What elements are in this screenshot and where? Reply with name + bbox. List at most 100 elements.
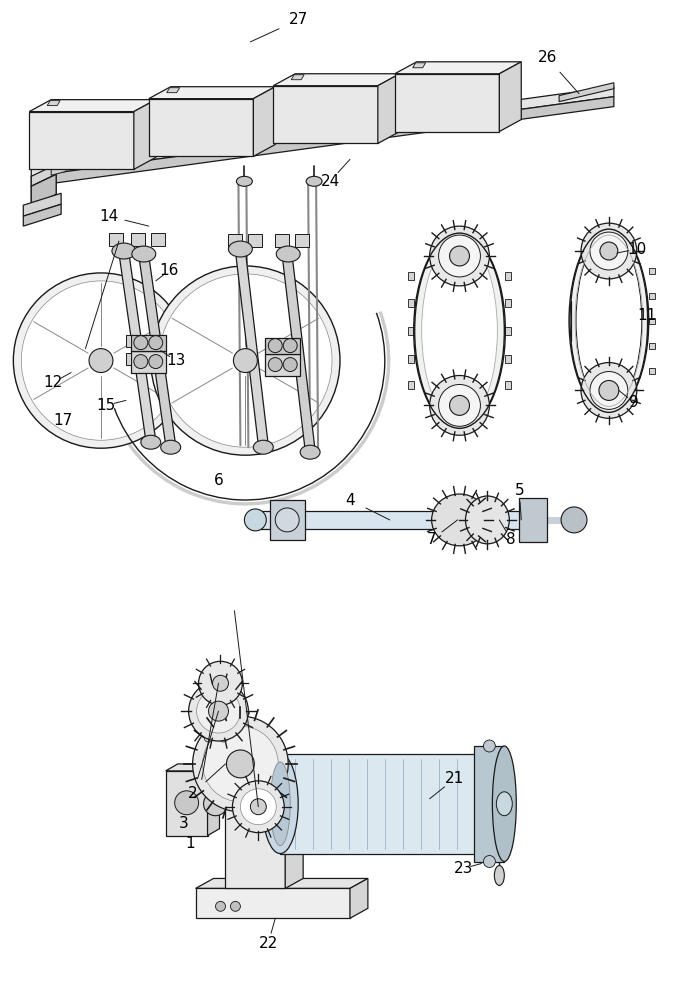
Ellipse shape	[244, 509, 267, 531]
Ellipse shape	[284, 339, 297, 353]
Ellipse shape	[231, 901, 241, 911]
Polygon shape	[126, 353, 131, 365]
Ellipse shape	[439, 235, 481, 277]
Ellipse shape	[284, 358, 297, 372]
Ellipse shape	[192, 716, 288, 812]
Ellipse shape	[216, 901, 226, 911]
Ellipse shape	[432, 494, 488, 546]
Ellipse shape	[237, 176, 252, 186]
Ellipse shape	[430, 226, 490, 286]
Polygon shape	[285, 779, 303, 888]
Ellipse shape	[199, 661, 242, 705]
Text: 7: 7	[427, 532, 437, 547]
Ellipse shape	[222, 716, 230, 722]
Polygon shape	[282, 256, 315, 450]
Polygon shape	[23, 193, 61, 216]
Polygon shape	[167, 88, 180, 93]
Polygon shape	[475, 746, 505, 862]
Ellipse shape	[226, 750, 254, 778]
Ellipse shape	[262, 754, 298, 854]
Text: 4: 4	[345, 493, 355, 508]
Text: 26: 26	[537, 50, 557, 65]
Text: 13: 13	[166, 353, 186, 368]
Text: 2: 2	[188, 786, 197, 801]
Ellipse shape	[225, 712, 233, 718]
Polygon shape	[248, 234, 262, 247]
Polygon shape	[196, 888, 350, 918]
Ellipse shape	[209, 701, 228, 721]
Ellipse shape	[494, 866, 505, 885]
Ellipse shape	[233, 349, 257, 373]
Ellipse shape	[132, 246, 156, 262]
Ellipse shape	[306, 176, 322, 186]
Polygon shape	[31, 164, 56, 186]
Polygon shape	[235, 251, 269, 445]
Ellipse shape	[300, 445, 320, 459]
Ellipse shape	[112, 243, 136, 259]
Text: 11: 11	[637, 308, 656, 323]
Polygon shape	[649, 293, 655, 299]
Ellipse shape	[232, 721, 240, 727]
Ellipse shape	[590, 372, 628, 409]
Polygon shape	[505, 299, 511, 307]
Polygon shape	[196, 878, 368, 888]
Polygon shape	[47, 101, 60, 106]
Polygon shape	[395, 62, 522, 74]
Text: 5: 5	[515, 483, 524, 498]
Ellipse shape	[233, 781, 284, 833]
Text: 9: 9	[629, 395, 639, 410]
Text: 21: 21	[445, 771, 464, 786]
Ellipse shape	[21, 281, 181, 440]
Polygon shape	[31, 174, 56, 206]
Ellipse shape	[496, 792, 512, 816]
Ellipse shape	[581, 363, 636, 418]
Ellipse shape	[449, 395, 469, 415]
Ellipse shape	[218, 720, 226, 726]
Ellipse shape	[439, 384, 481, 426]
Polygon shape	[29, 112, 134, 169]
Polygon shape	[505, 355, 511, 363]
Polygon shape	[23, 204, 61, 226]
Polygon shape	[408, 355, 413, 363]
Ellipse shape	[449, 246, 469, 266]
Text: 1: 1	[186, 836, 195, 851]
Ellipse shape	[581, 223, 636, 279]
Text: 23: 23	[454, 861, 473, 876]
Polygon shape	[109, 233, 123, 246]
Ellipse shape	[134, 336, 148, 350]
Ellipse shape	[269, 358, 282, 372]
Polygon shape	[131, 351, 166, 373]
Polygon shape	[31, 97, 614, 186]
Ellipse shape	[160, 440, 181, 454]
Polygon shape	[51, 165, 66, 175]
Polygon shape	[273, 74, 400, 86]
Polygon shape	[378, 74, 400, 143]
Text: 12: 12	[44, 375, 63, 390]
Ellipse shape	[141, 435, 160, 449]
Text: 17: 17	[54, 413, 73, 428]
Ellipse shape	[241, 789, 276, 825]
Text: 24: 24	[320, 174, 340, 189]
Ellipse shape	[215, 724, 223, 730]
Polygon shape	[520, 498, 547, 542]
Ellipse shape	[158, 274, 332, 447]
Polygon shape	[226, 779, 303, 789]
Ellipse shape	[269, 339, 282, 353]
Polygon shape	[119, 253, 156, 440]
Polygon shape	[649, 343, 655, 349]
Ellipse shape	[430, 376, 490, 435]
Ellipse shape	[205, 736, 213, 742]
Polygon shape	[295, 234, 309, 247]
Ellipse shape	[561, 507, 587, 533]
Ellipse shape	[600, 242, 618, 260]
Ellipse shape	[254, 440, 273, 454]
Ellipse shape	[570, 229, 648, 412]
Ellipse shape	[275, 508, 299, 532]
Ellipse shape	[483, 740, 495, 752]
Text: 22: 22	[258, 936, 278, 951]
Text: 6: 6	[214, 473, 223, 488]
Polygon shape	[273, 86, 378, 143]
Polygon shape	[131, 335, 166, 351]
Text: 15: 15	[97, 398, 116, 413]
Polygon shape	[149, 99, 254, 156]
